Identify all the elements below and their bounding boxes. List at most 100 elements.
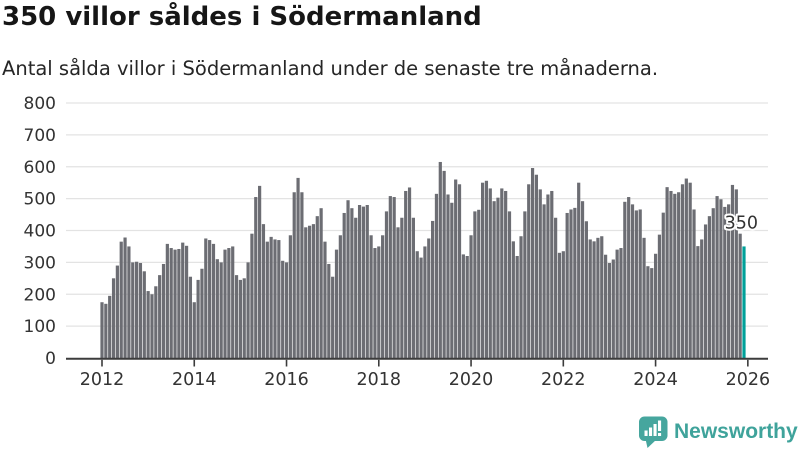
bar xyxy=(138,263,143,358)
bar xyxy=(484,180,489,358)
bar xyxy=(319,208,323,358)
bar xyxy=(292,192,296,358)
bar xyxy=(231,246,235,358)
bar xyxy=(104,303,108,358)
bar xyxy=(307,225,312,358)
bar xyxy=(707,216,712,358)
bar xyxy=(423,246,427,358)
bar xyxy=(584,221,588,358)
y-axis-tick-label: 400 xyxy=(24,222,56,242)
bar xyxy=(357,205,362,358)
bar xyxy=(500,188,504,358)
x-axis-tick-label: 2012 xyxy=(80,370,125,390)
bar xyxy=(146,291,150,358)
bar xyxy=(515,256,519,358)
y-axis-tick-label: 0 xyxy=(45,349,56,369)
bar xyxy=(607,263,612,358)
bar xyxy=(457,184,462,358)
bar xyxy=(219,262,223,358)
bar xyxy=(454,179,458,358)
y-axis-tick-label: 200 xyxy=(24,285,56,305)
bar xyxy=(388,196,392,358)
bar xyxy=(281,260,285,358)
bar xyxy=(534,174,539,358)
bar xyxy=(604,254,608,358)
x-axis-tick-label: 2016 xyxy=(264,370,309,390)
bar xyxy=(719,199,723,358)
bar xyxy=(173,249,177,358)
bar xyxy=(477,209,481,358)
bar xyxy=(450,202,454,358)
bar xyxy=(338,235,342,358)
bar xyxy=(530,168,535,358)
bar xyxy=(246,262,250,358)
bar xyxy=(615,249,619,358)
bar xyxy=(381,235,385,358)
bar xyxy=(258,185,262,358)
bar xyxy=(438,161,442,358)
bar xyxy=(588,239,592,358)
bar xyxy=(254,197,258,358)
bar xyxy=(715,196,719,358)
bar xyxy=(684,178,688,358)
bar xyxy=(331,276,335,358)
bar xyxy=(496,197,500,358)
bar xyxy=(469,235,473,358)
bar xyxy=(673,193,677,358)
newsworthy-bubble-chart-icon xyxy=(639,416,668,448)
newsworthy-logo: Newsworthy xyxy=(638,415,798,449)
bar xyxy=(565,212,569,358)
x-axis-tick-label: 2014 xyxy=(172,370,217,390)
bar xyxy=(734,189,738,358)
bar xyxy=(627,197,631,358)
bar xyxy=(650,268,654,358)
bar xyxy=(242,278,246,358)
bar xyxy=(677,192,681,358)
bar xyxy=(580,201,585,358)
chart-subtitle: Antal sålda villor i Södermanland under … xyxy=(2,57,659,80)
bar xyxy=(669,190,673,358)
bar xyxy=(638,209,642,358)
bar xyxy=(169,248,173,358)
bar xyxy=(461,254,465,358)
bar xyxy=(411,217,415,358)
bar xyxy=(108,295,112,358)
bar xyxy=(131,262,135,358)
y-axis-tick-label: 500 xyxy=(24,190,56,210)
bar xyxy=(327,263,331,358)
bar xyxy=(346,200,350,358)
bar xyxy=(234,275,239,358)
bar xyxy=(261,224,266,358)
bar xyxy=(250,233,254,358)
bar xyxy=(123,237,127,358)
bar xyxy=(700,239,704,358)
bar xyxy=(200,268,204,358)
bar xyxy=(165,243,169,358)
bar xyxy=(342,212,346,358)
bar xyxy=(400,217,404,358)
bar xyxy=(480,182,485,358)
bar xyxy=(630,204,635,358)
bar xyxy=(100,302,104,358)
bar xyxy=(600,236,604,358)
bar xyxy=(350,208,354,358)
bar xyxy=(273,239,277,358)
y-axis-tick-label: 600 xyxy=(24,158,56,178)
y-axis-tick-label: 700 xyxy=(24,126,56,146)
bar xyxy=(196,279,200,358)
bar xyxy=(204,238,208,358)
bar xyxy=(311,224,316,358)
bar xyxy=(554,217,558,358)
bar xyxy=(434,193,439,358)
bar xyxy=(577,182,581,358)
bar xyxy=(488,188,492,358)
bar xyxy=(115,265,119,358)
bar xyxy=(111,278,116,358)
bar xyxy=(407,187,412,358)
y-axis-tick-label: 100 xyxy=(24,317,56,337)
bar xyxy=(158,275,162,358)
bar xyxy=(238,279,242,358)
bar xyxy=(431,220,435,358)
